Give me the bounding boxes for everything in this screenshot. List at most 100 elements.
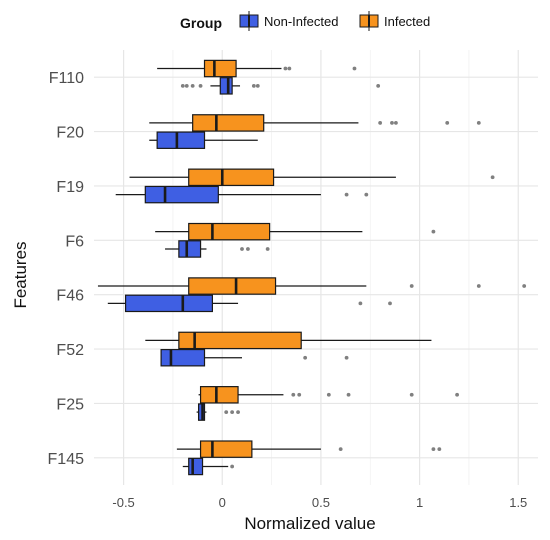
box-group-infected	[155, 222, 436, 241]
outlier-point	[246, 247, 250, 251]
outlier-point	[198, 83, 203, 88]
outlier-point	[522, 284, 527, 288]
y-axis-ticks: F110 F20 F19 F6 F46 F52 F25 F145	[48, 70, 85, 468]
y-tick-label: F25	[56, 396, 84, 413]
box-group-non-infected	[149, 131, 258, 149]
y-tick-label: F20	[56, 125, 84, 142]
box-group-infected	[97, 277, 527, 295]
outlier-point	[390, 121, 394, 125]
iqr-box	[160, 348, 206, 367]
y-tick-label: F110	[49, 70, 84, 87]
y-tick-label: F19	[56, 179, 84, 196]
legend-title: Group	[180, 15, 222, 31]
outlier-point	[236, 410, 240, 414]
grid-lines	[94, 50, 538, 485]
outlier-point	[326, 392, 331, 397]
outlier-point	[255, 83, 260, 88]
iqr-box	[199, 386, 239, 404]
outlier-point	[376, 83, 381, 88]
iqr-box	[203, 59, 237, 78]
iqr-box	[178, 331, 302, 350]
legend-entries: Non-Infected Infected	[239, 11, 430, 31]
outlier-point	[409, 392, 414, 397]
outlier-point	[364, 192, 369, 197]
legend-key-infected	[359, 11, 379, 31]
x-tick-label: -0.5	[112, 495, 134, 510]
iqr-box	[178, 240, 202, 258]
outlier-point	[431, 229, 436, 234]
outlier-point	[346, 392, 351, 397]
outlier-point	[180, 83, 185, 88]
outlier-point	[388, 301, 392, 306]
outlier-point	[358, 301, 363, 306]
outlier-point	[283, 66, 288, 71]
outlier-point	[224, 410, 229, 414]
box-group-non-infected	[196, 403, 240, 421]
outlier-point	[303, 355, 308, 360]
box-group-non-infected	[115, 185, 369, 204]
outlier-point	[445, 121, 450, 125]
outlier-point	[431, 447, 436, 452]
box-group-non-infected	[165, 240, 270, 258]
y-tick-label: F52	[56, 342, 84, 359]
box-group-non-infected	[160, 348, 349, 367]
box-group-infected	[198, 386, 459, 404]
box-group-infected	[129, 168, 495, 187]
iqr-box	[124, 294, 214, 313]
outlier-point	[455, 392, 459, 397]
iqr-box	[188, 222, 271, 241]
outlier-point	[476, 121, 481, 125]
legend-label: Non-Infected	[264, 14, 338, 29]
outlier-point	[291, 392, 296, 397]
legend: Group Non-Infected Infected	[180, 11, 430, 31]
box-group-non-infected	[107, 294, 392, 313]
iqr-box	[156, 131, 206, 149]
outlier-point	[344, 192, 349, 197]
outlier-point	[230, 464, 235, 469]
outlier-point	[230, 410, 235, 414]
box-group-non-infected	[182, 457, 235, 476]
iqr-box	[188, 168, 275, 187]
y-axis-title: Features	[11, 241, 30, 308]
iqr-box	[144, 185, 219, 204]
outlier-point	[409, 284, 414, 288]
box-group-non-infected	[180, 77, 381, 95]
iqr-box	[219, 77, 233, 95]
outlier-point	[344, 355, 349, 360]
x-axis-title: Normalized value	[244, 514, 375, 533]
iqr-box	[188, 277, 277, 295]
x-tick-label: 1.5	[509, 495, 527, 510]
box-group-infected	[149, 114, 481, 132]
box-group-infected	[157, 59, 357, 78]
iqr-box	[199, 440, 253, 458]
legend-key-non-infected	[239, 11, 259, 31]
outlier-point	[265, 247, 270, 251]
outlier-point	[184, 83, 189, 88]
box-group-infected	[176, 440, 442, 458]
outlier-point	[338, 447, 343, 452]
box-group-infected	[145, 331, 432, 350]
y-tick-label: F145	[48, 451, 85, 468]
outlier-point	[476, 284, 481, 288]
y-tick-label: F46	[56, 288, 84, 305]
x-tick-label: 1	[416, 495, 423, 510]
y-tick-label: F6	[65, 233, 84, 250]
iqr-box	[188, 457, 204, 476]
outlier-point	[251, 83, 256, 88]
outlier-point	[378, 121, 383, 125]
outlier-point	[352, 66, 357, 71]
outlier-point	[394, 121, 398, 125]
outlier-point	[287, 66, 292, 71]
outlier-point	[297, 392, 302, 397]
x-tick-label: 0	[219, 495, 226, 510]
box-marks	[97, 59, 527, 476]
outlier-point	[490, 175, 495, 180]
legend-label: Infected	[384, 14, 430, 29]
iqr-box	[192, 114, 265, 132]
outlier-point	[437, 447, 442, 452]
outlier-point	[190, 83, 195, 88]
x-tick-label: 0.5	[312, 495, 330, 510]
x-axis-ticks: -0.5 0 0.5 1 1.5	[112, 495, 527, 510]
outlier-point	[240, 247, 244, 251]
